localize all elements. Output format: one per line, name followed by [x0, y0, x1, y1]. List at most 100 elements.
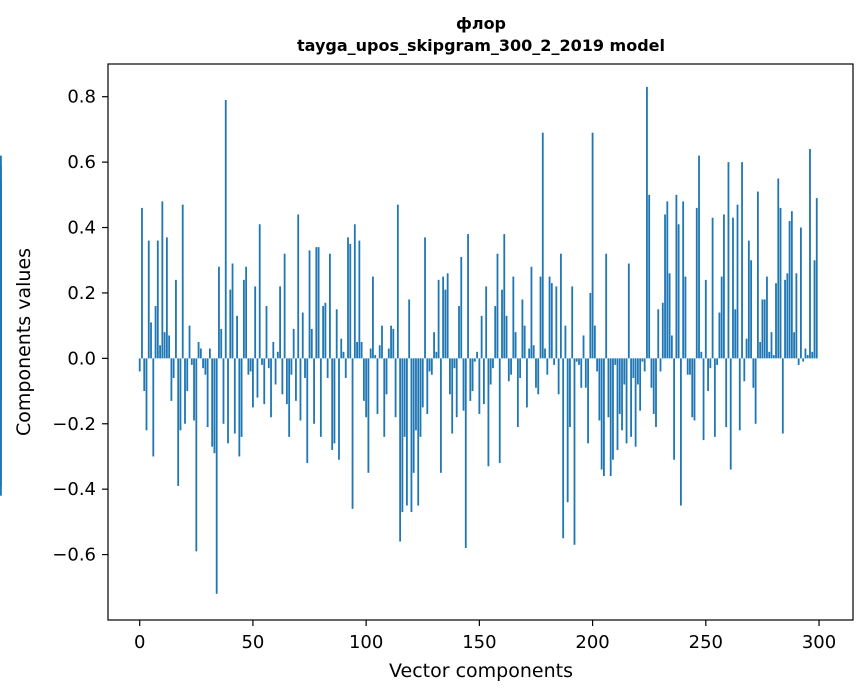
bar-90 [342, 351, 345, 359]
bar-55 [263, 358, 266, 405]
bar-14 [170, 358, 173, 401]
bar-275 [761, 299, 764, 359]
bar-118 [406, 358, 408, 506]
bar-241 [684, 276, 687, 359]
bar-245 [693, 358, 696, 421]
bar-166 [514, 332, 517, 359]
bar-128 [428, 358, 431, 372]
bar-282 [777, 178, 780, 359]
bar-284 [781, 358, 784, 434]
bar-293 [802, 358, 805, 362]
bar-178 [541, 132, 544, 359]
bar-37 [222, 358, 225, 424]
bar-191 [571, 286, 574, 359]
bar-103 [372, 276, 374, 359]
bar-283 [779, 207, 782, 359]
bar-277 [766, 276, 768, 359]
bar-21 [186, 358, 189, 392]
bar-7 [154, 306, 157, 359]
y-tick-label: 0.2 [67, 283, 96, 304]
bar-8 [156, 240, 159, 359]
bar-231 [661, 302, 664, 359]
bar-276 [763, 299, 766, 359]
bar-145 [467, 234, 469, 359]
bar-57 [267, 358, 270, 369]
bar-185 [557, 358, 560, 395]
x-tick-label: 250 [689, 632, 723, 653]
bar-105 [376, 358, 379, 414]
bar-117 [403, 358, 406, 437]
bar-214 [623, 358, 626, 385]
bar-44 [238, 358, 241, 457]
bar-26 [197, 342, 200, 359]
bar-267 [743, 358, 746, 382]
bar-49 [249, 358, 252, 372]
bar-240 [682, 201, 685, 359]
bar-140 [455, 358, 458, 418]
bar-52 [256, 358, 259, 398]
bar-96 [356, 342, 358, 359]
y-tick-label: −0.2 [52, 414, 96, 435]
bar-263 [734, 309, 737, 359]
bars-group [0, 86, 818, 594]
bar-204 [600, 358, 603, 470]
bar-129 [430, 358, 433, 375]
bar-184 [555, 286, 558, 359]
bar-220 [636, 358, 639, 385]
bar-252 [709, 358, 712, 369]
bar-153 [485, 286, 488, 359]
bar-165 [512, 276, 515, 359]
bar-108 [383, 358, 386, 437]
x-tick-label: 0 [134, 632, 145, 653]
bar-73 [304, 358, 306, 378]
bar-130 [433, 332, 435, 359]
bar-151 [480, 315, 483, 359]
bar-50 [252, 358, 254, 408]
bar-236 [673, 358, 676, 460]
bar-41 [231, 263, 234, 359]
bar-196 [582, 335, 585, 359]
bar-126 [424, 237, 426, 359]
y-tick-label: 0.8 [67, 87, 96, 108]
bar-242 [686, 358, 689, 375]
bar-136 [446, 273, 449, 359]
bar-183 [553, 358, 555, 365]
bar-33 [213, 358, 216, 454]
bar-80 [319, 358, 322, 437]
bar-100 [365, 358, 368, 418]
y-tick-label: 0.6 [67, 152, 96, 173]
bar-221 [639, 358, 642, 411]
bar-104 [374, 355, 377, 359]
bar-40 [229, 289, 232, 359]
bar-23 [190, 358, 193, 365]
bar-213 [621, 358, 623, 431]
bar-19 [181, 204, 184, 359]
bar-163 [507, 358, 510, 382]
bar-87 [335, 309, 338, 359]
bar-92 [347, 237, 349, 359]
bar-187 [562, 358, 565, 539]
bar-98 [360, 342, 363, 359]
bar-4 [147, 240, 150, 359]
bar-250 [704, 279, 707, 359]
bar-259 [725, 358, 728, 428]
bar-159 [498, 358, 501, 464]
bar-123 [417, 358, 420, 506]
bar-35 [218, 266, 220, 359]
bar-149 [476, 351, 479, 359]
y-axis-label: Components values [13, 248, 35, 436]
bar-181 [548, 276, 551, 359]
bar-200 [591, 132, 594, 359]
bar-101 [367, 358, 370, 473]
bar-278 [768, 351, 771, 359]
bar-298 [813, 260, 816, 359]
bar-177 [539, 276, 542, 359]
bar-116 [401, 358, 404, 513]
bar-119 [408, 299, 411, 359]
bar-6 [152, 358, 155, 457]
bar-9 [159, 345, 161, 359]
bar-249 [702, 358, 705, 441]
bar-79 [317, 247, 320, 359]
bar-25 [195, 358, 198, 552]
